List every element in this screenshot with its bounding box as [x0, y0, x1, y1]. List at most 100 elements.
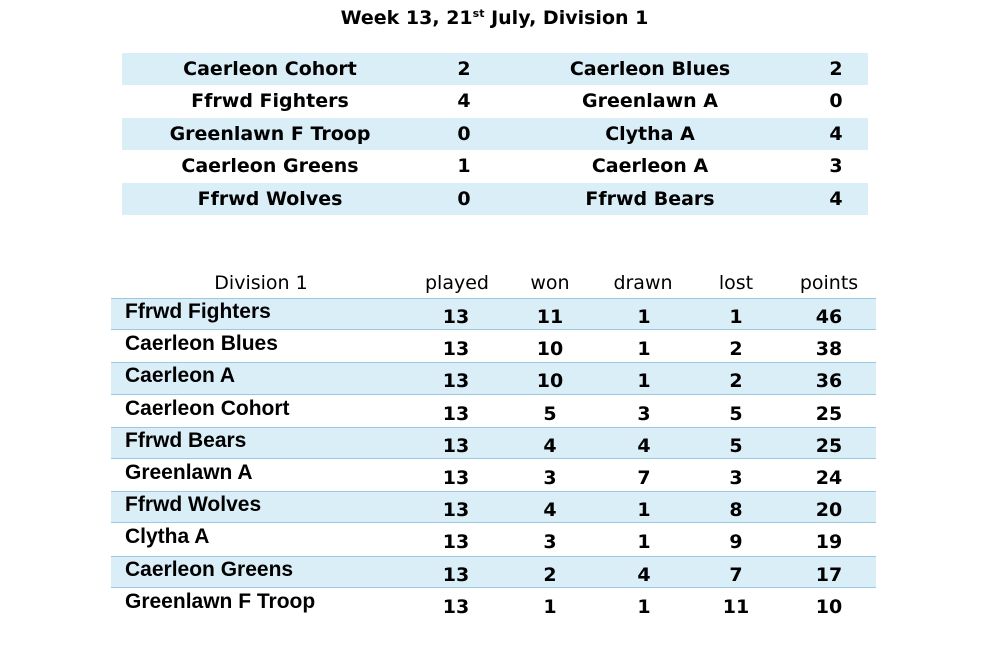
home-score: 1 — [457, 155, 471, 178]
league-row: Ffrwd Bears 13 4 4 5 25 — [111, 426, 876, 459]
points-value: 17 — [815, 563, 843, 586]
home-team: Ffrwd Fighters — [191, 90, 349, 113]
lost-value: 5 — [729, 402, 743, 425]
result-row: Caerleon Cohort 2 Caerleon Blues 2 — [122, 53, 868, 86]
team-name: Caerleon Cohort — [125, 396, 290, 420]
points-value: 24 — [815, 466, 843, 489]
header-drawn: drawn — [613, 272, 673, 294]
lost-value: 2 — [729, 370, 743, 393]
lost-value: 3 — [729, 466, 743, 489]
points-value: 19 — [815, 531, 843, 554]
drawn-value: 1 — [637, 499, 651, 522]
played-value: 13 — [442, 338, 470, 361]
league-row: Caerleon Blues 13 10 1 2 38 — [111, 330, 876, 362]
drawn-value: 1 — [637, 338, 651, 361]
lost-value: 7 — [729, 563, 743, 586]
away-team: Ffrwd Bears — [585, 187, 715, 210]
played-value: 13 — [442, 370, 470, 393]
league-row: Caerleon Cohort 13 5 3 5 25 — [111, 395, 876, 427]
team-name: Caerleon Greens — [125, 557, 294, 581]
won-value: 1 — [543, 595, 557, 618]
header-points: points — [799, 272, 859, 294]
points-value: 25 — [815, 402, 843, 425]
drawn-value: 3 — [637, 402, 651, 425]
team-name: Ffrwd Bears — [125, 428, 247, 452]
drawn-value: 4 — [637, 434, 651, 457]
won-value: 10 — [536, 338, 564, 361]
played-value: 13 — [442, 531, 470, 554]
result-row: Ffrwd Fighters 4 Greenlawn A 0 — [122, 85, 868, 117]
points-value: 36 — [815, 370, 843, 393]
league-row: Greenlawn A 13 3 7 3 24 — [111, 459, 876, 491]
won-value: 3 — [543, 466, 557, 489]
played-value: 13 — [442, 563, 470, 586]
points-value: 46 — [815, 306, 843, 328]
lost-value: 2 — [729, 338, 743, 361]
played-value: 13 — [442, 402, 470, 425]
title-prefix: Week 13, 21 — [340, 7, 473, 29]
points-value: 38 — [815, 338, 843, 361]
lost-value: 5 — [729, 434, 743, 457]
points-value: 10 — [815, 595, 843, 618]
away-score: 4 — [829, 122, 843, 145]
home-score: 2 — [457, 58, 471, 80]
played-value: 13 — [442, 466, 470, 489]
title-superscript: st — [472, 7, 485, 20]
team-name: Greenlawn A — [125, 460, 253, 484]
drawn-value: 7 — [637, 466, 651, 489]
won-value: 11 — [536, 306, 564, 328]
won-value: 10 — [536, 370, 564, 393]
away-score: 3 — [829, 155, 843, 178]
lost-value: 8 — [729, 499, 743, 522]
lost-value: 9 — [729, 531, 743, 554]
away-team: Caerleon A — [591, 155, 709, 178]
page-title: Week 13, 21st July, Division 1 — [0, 4, 989, 32]
won-value: 2 — [543, 563, 557, 586]
title-suffix: July, Division 1 — [484, 7, 649, 29]
played-value: 13 — [442, 434, 470, 457]
played-value: 13 — [442, 306, 470, 328]
played-value: 13 — [442, 595, 470, 618]
away-score: 4 — [829, 187, 843, 210]
home-score: 4 — [457, 90, 471, 113]
league-row: Ffrwd Wolves 13 4 1 8 20 — [111, 491, 876, 524]
drawn-value: 1 — [637, 595, 651, 618]
home-team: Greenlawn F Troop — [169, 122, 371, 145]
away-score: 0 — [829, 90, 843, 113]
drawn-value: 4 — [637, 563, 651, 586]
result-row: Ffrwd Wolves 0 Ffrwd Bears 4 — [122, 182, 868, 215]
away-score: 2 — [829, 58, 843, 80]
away-team: Clytha A — [605, 122, 695, 145]
home-team: Caerleon Cohort — [183, 58, 357, 80]
points-value: 25 — [815, 434, 843, 457]
drawn-value: 1 — [637, 306, 651, 328]
drawn-value: 1 — [637, 370, 651, 393]
header-division: Division 1 — [214, 272, 308, 294]
result-row: Greenlawn F Troop 0 Clytha A 4 — [122, 117, 868, 151]
away-team: Greenlawn A — [582, 90, 718, 113]
league-row: Caerleon A 13 10 1 2 36 — [111, 362, 876, 395]
lost-value: 11 — [722, 595, 750, 618]
team-name: Caerleon Blues — [125, 332, 278, 356]
played-value: 13 — [442, 499, 470, 522]
points-value: 20 — [815, 499, 843, 522]
team-name: Greenlawn F Troop — [125, 589, 316, 613]
league-table-header: Division 1 played won drawn lost points — [0, 268, 989, 298]
team-name: Ffrwd Wolves — [125, 493, 262, 517]
won-value: 5 — [543, 402, 557, 425]
result-row: Caerleon Greens 1 Caerleon A 3 — [122, 150, 868, 182]
team-name: Clytha A — [125, 525, 210, 549]
team-name: Ffrwd Fighters — [125, 300, 271, 323]
league-row: Greenlawn F Troop 13 1 1 11 10 — [111, 588, 876, 620]
header-lost: lost — [718, 272, 754, 294]
away-team: Caerleon Blues — [569, 58, 731, 80]
won-value: 4 — [543, 499, 557, 522]
home-score: 0 — [457, 122, 471, 145]
won-value: 3 — [543, 531, 557, 554]
team-name: Caerleon A — [125, 364, 236, 388]
won-value: 4 — [543, 434, 557, 457]
header-won: won — [530, 272, 570, 294]
league-table: Ffrwd Fighters 13 11 1 1 46 Caerleon Blu… — [111, 298, 876, 620]
league-row: Caerleon Greens 13 2 4 7 17 — [111, 555, 876, 588]
home-score: 0 — [457, 187, 471, 210]
